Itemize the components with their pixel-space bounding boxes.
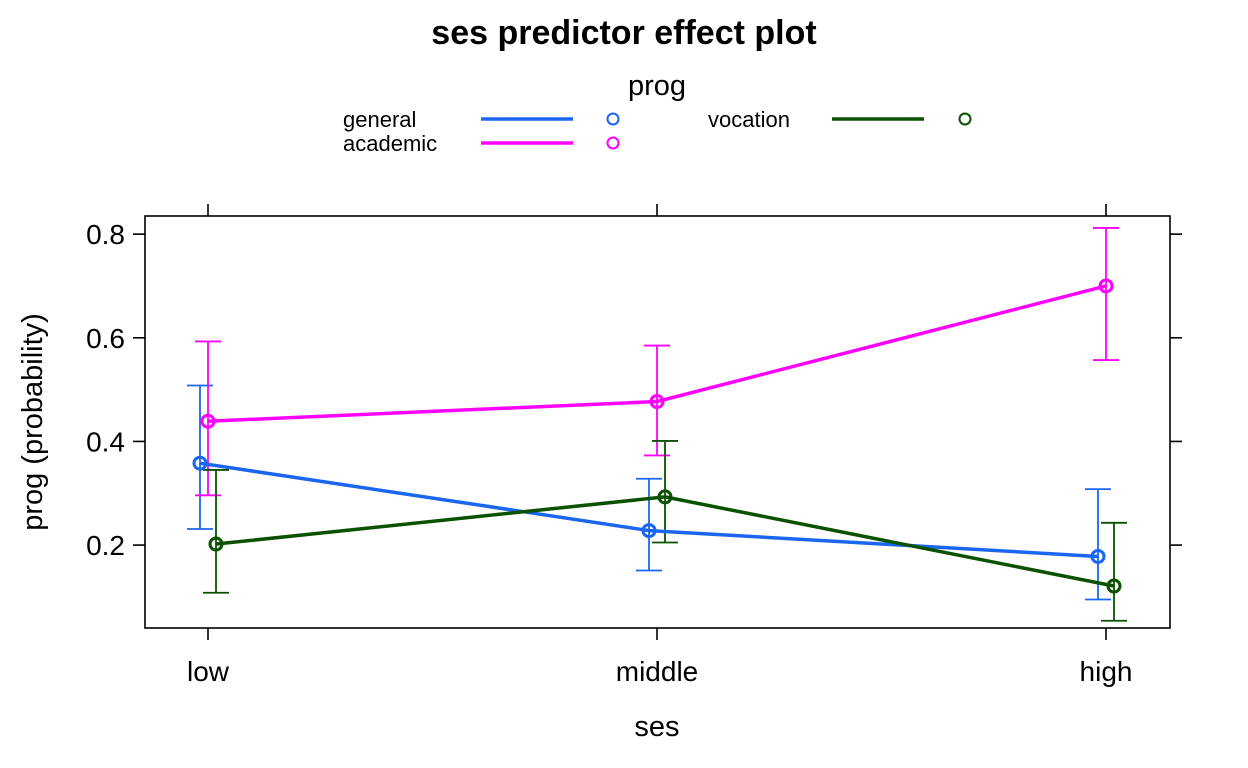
- legend-marker-vocation: [958, 112, 972, 126]
- data-point-academic: [200, 413, 216, 429]
- data-point-vocation: [657, 489, 673, 505]
- series-line-academic: [207, 284, 1107, 423]
- x-axis-label: ses: [634, 711, 679, 743]
- legend-marker-general: [606, 112, 620, 126]
- data-point-general: [192, 455, 208, 471]
- x-tick-label: low: [187, 656, 230, 687]
- data-point-general: [641, 523, 657, 539]
- data-point-general: [1090, 548, 1106, 564]
- data-points: [192, 278, 1122, 594]
- legend-label-general: general: [343, 107, 416, 132]
- series-line-vocation: [215, 495, 1115, 588]
- series-lines: [199, 284, 1115, 588]
- legend-label-vocation: vocation: [708, 107, 790, 132]
- chart-title: ses predictor effect plot: [431, 14, 816, 52]
- y-tick-label: 0.8: [86, 219, 125, 250]
- legend-marker-academic: [606, 136, 620, 150]
- y-tick-label: 0.6: [86, 323, 125, 354]
- y-tick-label: 0.2: [86, 530, 125, 561]
- data-point-vocation: [1106, 578, 1122, 594]
- series-line-general: [199, 461, 1099, 559]
- axes: 0.2 0.4 0.6 0.8 low middle high: [86, 204, 1182, 687]
- data-point-academic: [1098, 278, 1114, 294]
- y-tick-label: 0.4: [86, 426, 125, 457]
- legend-label-academic: academic: [343, 131, 437, 156]
- data-point-academic: [649, 394, 665, 410]
- legend-title: prog: [628, 70, 686, 102]
- x-tick-label: middle: [616, 656, 698, 687]
- x-tick-label: high: [1080, 656, 1133, 687]
- y-axis-label: prog (probability): [17, 313, 49, 531]
- data-point-vocation: [208, 536, 224, 552]
